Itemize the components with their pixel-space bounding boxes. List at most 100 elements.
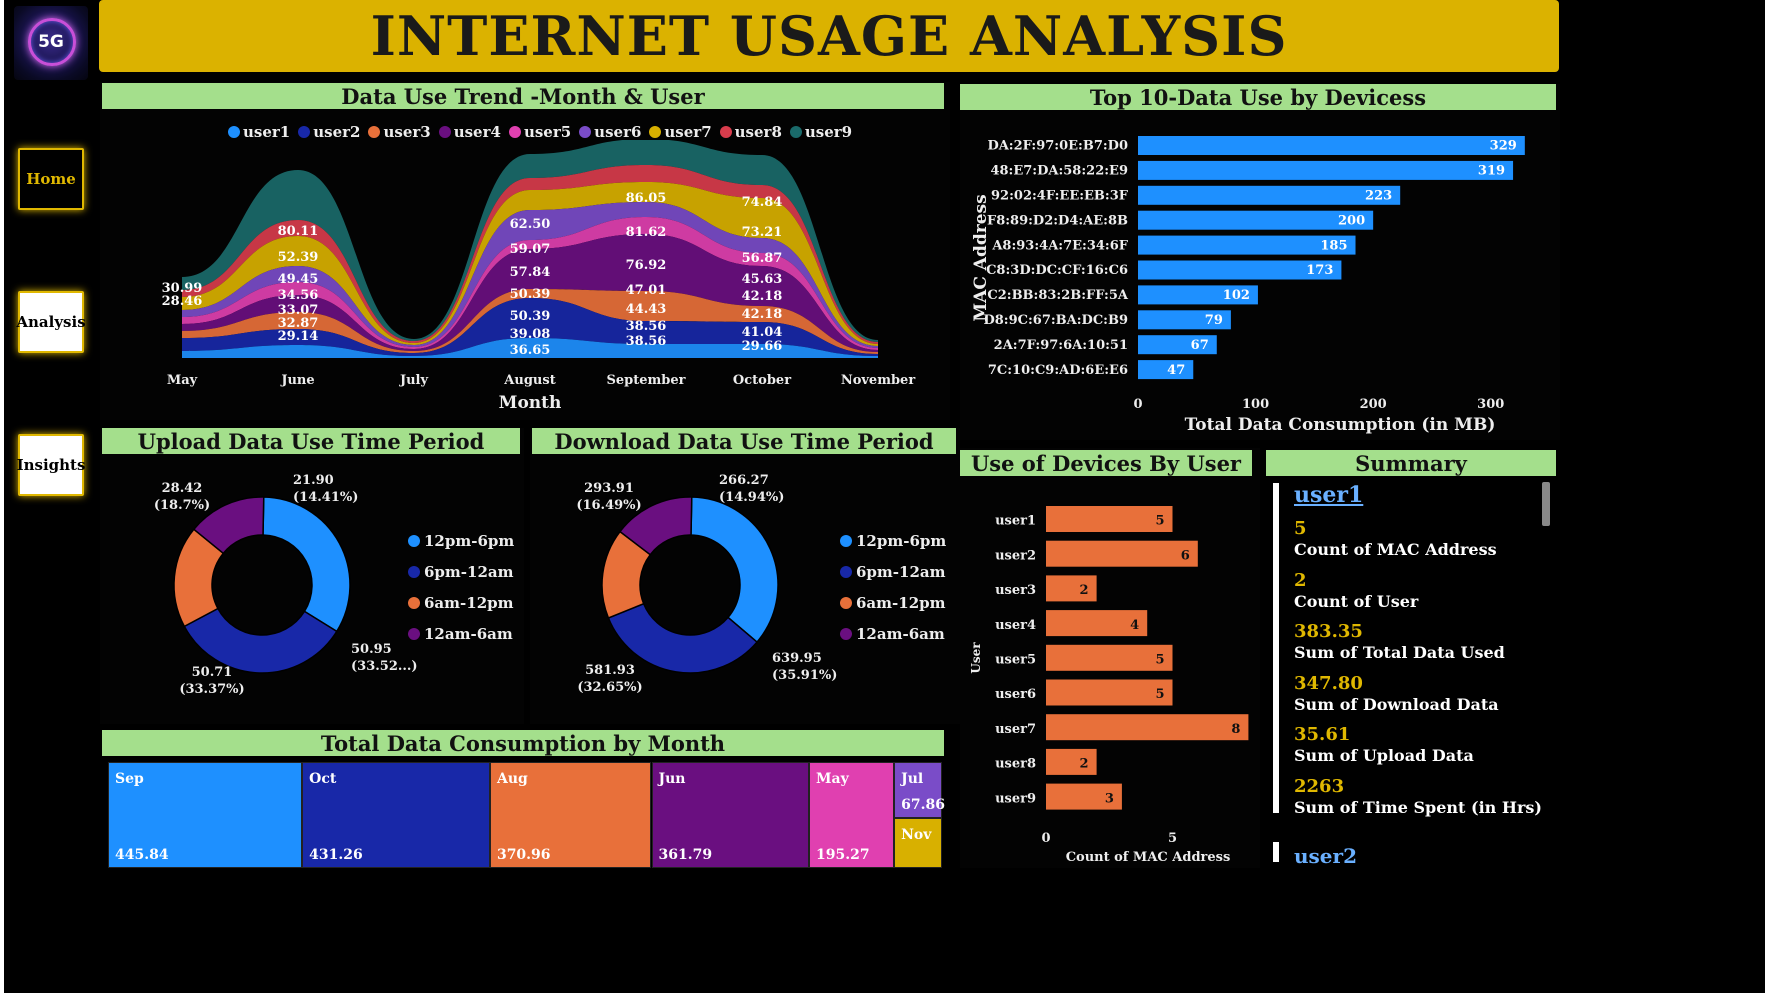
bar-category-label: user9 <box>995 791 1036 806</box>
trend-data-label: 29.66 <box>742 339 783 354</box>
trend-data-label: 44.43 <box>626 302 667 317</box>
bar-category-label: C2:BB:83:2B:FF:5A <box>987 288 1129 303</box>
summary-scrollbar[interactable] <box>1542 482 1550 526</box>
summary-bar-2 <box>1273 842 1279 862</box>
donut-data-label: (33.37%) <box>179 682 244 697</box>
bar-7C:10:C9:AD:6E:E6[interactable] <box>1138 360 1194 380</box>
nav-insights-button[interactable]: Insights <box>17 434 85 496</box>
trend-x-tick: October <box>733 373 791 388</box>
bar-x-tick: 5 <box>1168 831 1177 846</box>
bar-value-label: 79 <box>1205 313 1223 328</box>
donut-data-label: 28.42 <box>162 481 203 496</box>
trend-x-tick: August <box>503 373 555 388</box>
donut-slice-12am-6am[interactable] <box>618 496 693 556</box>
bar-category-label: user1 <box>995 514 1036 529</box>
bar-category-label: A8:93:4A:7E:34:6F <box>991 238 1128 253</box>
legend-item-user6[interactable]: user6 <box>579 123 641 141</box>
legend-item-6am-12pm[interactable]: 6am-12pm <box>408 587 514 618</box>
bar-user7[interactable] <box>1046 714 1249 741</box>
donut-slice-6pm-12am[interactable] <box>607 602 759 674</box>
trend-x-tick: July <box>399 373 429 388</box>
trend-data-label: 49.45 <box>278 272 319 287</box>
legend-item-12pm-6pm[interactable]: 12pm-6pm <box>408 525 514 556</box>
bar-category-label: user2 <box>995 548 1036 563</box>
bar-F8:89:D2:D4:AE:8B[interactable] <box>1138 210 1374 230</box>
treemap-cell-Aug[interactable]: Aug 370.96 <box>489 762 652 868</box>
legend-item-user9[interactable]: user9 <box>789 123 852 141</box>
bar-user8[interactable] <box>1046 748 1097 775</box>
legend-item-12am-6am[interactable]: 12am-6am <box>408 618 514 649</box>
bar-user5[interactable] <box>1046 644 1173 671</box>
legend-item-user5[interactable]: user5 <box>508 123 571 141</box>
donut-slice-12pm-6pm[interactable] <box>690 496 779 644</box>
legend-item-6am-12pm[interactable]: 6am-12pm <box>840 587 946 618</box>
trend-data-label: 38.56 <box>626 319 667 334</box>
legend-item-6pm-12am[interactable]: 6pm-12am <box>408 556 514 587</box>
summary-value: 383.35 <box>1294 621 1363 643</box>
ribbon-user7 <box>182 182 878 346</box>
legend-item-12pm-6pm[interactable]: 12pm-6pm <box>840 525 946 556</box>
treemap-cell-May[interactable]: May 195.27 <box>809 762 895 868</box>
legend-label: user1 <box>243 123 291 141</box>
bar-user4[interactable] <box>1046 610 1148 637</box>
legend-label: 12am-6am <box>856 624 945 643</box>
legend-item-6pm-12am[interactable]: 6pm-12am <box>840 556 946 587</box>
bar-category-label: C8:3D:DC:CF:16:C6 <box>986 263 1128 278</box>
legend-label: 6am-12pm <box>856 593 946 612</box>
bar-value-label: 4 <box>1130 618 1139 633</box>
legend-dot <box>408 534 420 547</box>
summary-next-user[interactable]: user2 <box>1294 844 1357 868</box>
trend-data-label: 47.01 <box>626 283 667 298</box>
treemap-cell-Sep[interactable]: Sep 445.84 <box>108 762 303 868</box>
nav-analysis-button[interactable]: Analysis <box>16 291 86 353</box>
donut-slice-12pm-6pm[interactable] <box>262 496 351 633</box>
treemap-label: Jul <box>901 771 924 787</box>
upload-header: Upload Data Use Time Period <box>102 428 520 454</box>
legend-label: 12pm-6pm <box>424 531 515 550</box>
bar-category-label: F8:89:D2:D4:AE:8B <box>987 213 1128 228</box>
bar-category-label: user6 <box>995 687 1036 702</box>
bar-user6[interactable] <box>1046 679 1173 706</box>
legend-item-user4[interactable]: user4 <box>438 123 501 141</box>
trend-data-label: 59.07 <box>510 242 551 257</box>
legend-label: 6pm-12am <box>424 562 514 581</box>
bar-user1[interactable] <box>1046 506 1173 532</box>
nav-home-button[interactable]: Home <box>18 148 84 210</box>
legend-label: user3 <box>383 123 431 141</box>
legend-item-user2[interactable]: user2 <box>298 123 360 141</box>
bar-92:02:4F:EE:EB:3F[interactable] <box>1138 185 1401 205</box>
bar-C2:BB:83:2B:FF:5A[interactable] <box>1138 285 1258 305</box>
donut-data-label: 21.90 <box>293 473 334 488</box>
summary-user-title[interactable]: user1 <box>1294 482 1364 508</box>
treemap-label: Jun <box>658 771 686 787</box>
treemap-cell-Nov[interactable]: Nov <box>894 818 942 868</box>
legend-item-12am-6am[interactable]: 12am-6am <box>840 618 946 649</box>
bar-user2[interactable] <box>1046 540 1198 567</box>
donut-slice-12am-6am[interactable] <box>192 496 265 555</box>
legend-item-user1[interactable]: user1 <box>228 123 290 141</box>
legend-item-user8[interactable]: user8 <box>719 123 782 141</box>
bar-D8:9C:67:BA:DC:B9[interactable] <box>1138 310 1231 330</box>
bar-user9[interactable] <box>1046 783 1122 810</box>
bar-A8:93:4A:7E:34:6F[interactable] <box>1138 235 1356 255</box>
legend-dot <box>649 126 662 138</box>
bar-DA:2F:97:0E:B7:D0[interactable] <box>1138 136 1525 155</box>
trend-data-label: 50.39 <box>510 287 551 302</box>
bar-x-tick: 0 <box>1041 831 1050 846</box>
donut-data-label: 50.95 <box>351 642 392 657</box>
treemap-cell-Jul[interactable]: Jul 67.86 <box>894 762 945 818</box>
logo-ring <box>28 18 76 66</box>
bar-48:E7:DA:58:22:E9[interactable] <box>1138 160 1514 180</box>
donut-data-label: 293.91 <box>584 481 634 496</box>
bar-2A:7F:97:6A:10:51[interactable] <box>1138 335 1217 355</box>
legend-item-user7[interactable]: user7 <box>649 123 712 141</box>
donut-slice-6pm-12am[interactable] <box>183 607 338 674</box>
legend-item-user3[interactable]: user3 <box>368 123 431 141</box>
bar-category-label: 7C:10:C9:AD:6E:E6 <box>988 363 1128 378</box>
treemap-value: 195.27 <box>816 847 870 863</box>
trend-x-tick: May <box>167 373 198 388</box>
bar-user3[interactable] <box>1046 575 1097 602</box>
treemap-cell-Oct[interactable]: Oct 431.26 <box>302 762 490 868</box>
treemap-cell-Jun[interactable]: Jun 361.79 <box>651 762 810 868</box>
bar-C8:3D:DC:CF:16:C6[interactable] <box>1138 260 1342 280</box>
